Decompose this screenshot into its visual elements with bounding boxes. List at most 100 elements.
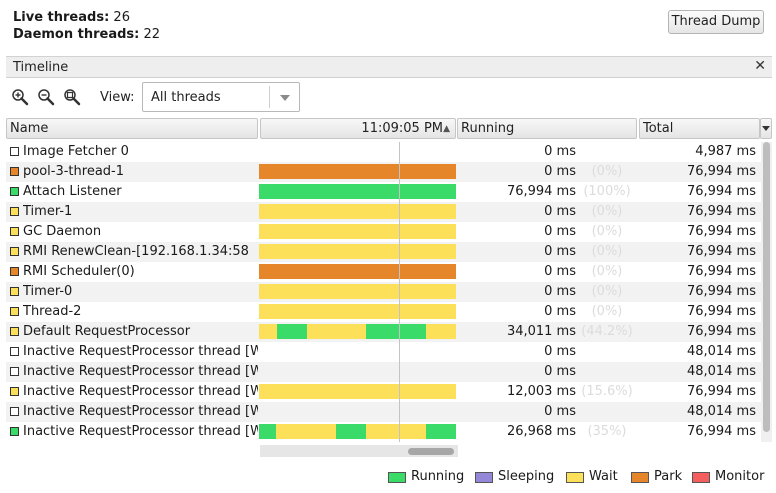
thread-total-time: 4,987 ms — [695, 144, 756, 159]
table-row[interactable]: Inactive RequestProcessor thread [Was: 12… — [6, 382, 762, 402]
timeline-segment-wait — [259, 304, 456, 319]
view-select-value: All threads — [151, 90, 221, 105]
thread-table: Image Fetcher 0 0 ms 4,987 ms pool-3-thread… — [6, 142, 762, 442]
thread-timeline-bar — [259, 204, 456, 219]
timeline-segment-wait — [259, 324, 277, 339]
daemon-threads-stat: Daemon threads: 22 — [13, 27, 160, 42]
timeline-segment-running — [259, 424, 276, 439]
timeline-segment-running — [366, 324, 426, 339]
thread-total-time: 76,994 ms — [686, 244, 756, 259]
thread-running-time: 0 ms — [544, 344, 576, 359]
close-icon[interactable]: ✕ — [754, 58, 766, 74]
table-row[interactable]: Inactive RequestProcessor thread [Was: 26… — [6, 422, 762, 442]
timeline-marker-line — [399, 142, 400, 442]
table-row[interactable]: pool-3-thread-1 0 ms (0%) 76,994 ms — [6, 162, 762, 182]
thread-dump-button[interactable]: Thread Dump — [668, 10, 764, 34]
timeline-segment-wait — [366, 424, 426, 439]
legend-label: Sleeping — [498, 469, 555, 484]
thread-running-percent: (0%) — [591, 284, 623, 299]
thread-name: Inactive RequestProcessor thread [Was: — [23, 404, 258, 419]
thread-timeline-bar — [259, 364, 456, 379]
thread-total-time: 76,994 ms — [686, 424, 756, 439]
thread-state-swatch — [10, 427, 19, 436]
thread-running-time: 0 ms — [544, 284, 576, 299]
thread-state-swatch — [10, 307, 19, 316]
legend-swatch — [692, 472, 710, 483]
thread-running-time: 0 ms — [544, 304, 576, 319]
thread-running-percent: (100%) — [583, 184, 631, 199]
vertical-scrollbar[interactable] — [761, 142, 772, 442]
table-row[interactable]: Inactive RequestProcessor thread [Was: 0 … — [6, 362, 762, 382]
view-select[interactable]: All threads — [142, 82, 300, 112]
sort-ascending-icon: ▲ — [443, 124, 450, 134]
thread-timeline-bar — [259, 244, 456, 259]
table-row[interactable]: Default RequestProcessor 34,011 ms (44.2%)… — [6, 322, 762, 342]
thread-timeline-bar — [259, 304, 456, 319]
thread-name: Thread-2 — [23, 304, 82, 319]
timeline-segment-wait — [426, 324, 456, 339]
column-header-name[interactable]: Name — [6, 118, 258, 139]
thread-name: Timer-1 — [23, 204, 73, 219]
column-menu-icon — [762, 126, 770, 131]
timeline-segment-running — [277, 324, 308, 339]
thread-name: pool-3-thread-1 — [23, 164, 124, 179]
column-header-running[interactable]: Running — [457, 118, 637, 139]
vertical-scrollbar-thumb[interactable] — [763, 142, 770, 432]
timeline-title: Timeline — [13, 60, 69, 75]
thread-timeline-bar — [259, 344, 456, 359]
legend-swatch — [475, 472, 493, 483]
timeline-horizontal-scrollbar[interactable] — [260, 445, 458, 457]
thread-total-time: 76,994 ms — [686, 224, 756, 239]
table-row[interactable]: RMI Scheduler(0) 0 ms (0%) 76,994 ms — [6, 262, 762, 282]
thread-running-time: 0 ms — [544, 144, 576, 159]
thread-total-time: 76,994 ms — [686, 164, 756, 179]
table-row[interactable]: Image Fetcher 0 0 ms 4,987 ms — [6, 142, 762, 162]
table-row[interactable]: Thread-2 0 ms (0%) 76,994 ms — [6, 302, 762, 322]
thread-name: Inactive RequestProcessor thread [Was: — [23, 384, 258, 399]
thread-running-percent: (0%) — [591, 304, 623, 319]
timeline-segment-running — [426, 424, 456, 439]
daemon-threads-label: Daemon threads: — [13, 27, 140, 42]
chevron-down-icon[interactable] — [280, 95, 290, 101]
table-row[interactable]: Attach Listener 76,994 ms (100%) 76,994 ms — [6, 182, 762, 202]
table-row[interactable]: Inactive RequestProcessor thread [Was: 0 … — [6, 342, 762, 362]
column-menu-button[interactable] — [760, 118, 772, 139]
thread-name: Inactive RequestProcessor thread [Was: — [23, 424, 258, 439]
column-header-total-label: Total — [643, 121, 674, 136]
thread-state-swatch — [10, 147, 19, 156]
thread-running-time: 34,011 ms — [506, 324, 576, 339]
table-row[interactable]: Timer-1 0 ms (0%) 76,994 ms — [6, 202, 762, 222]
thread-running-percent: (0%) — [591, 244, 623, 259]
timeline-segment-wait — [259, 224, 456, 239]
thread-timeline-bar — [259, 184, 456, 199]
thread-state-swatch — [10, 327, 19, 336]
timeline-segment-wait — [259, 204, 456, 219]
thread-state-swatch — [10, 407, 19, 416]
column-header-name-label: Name — [10, 121, 49, 136]
thread-running-time: 76,994 ms — [506, 184, 576, 199]
zoom-out-icon[interactable] — [37, 88, 55, 106]
table-row[interactable]: GC Daemon 0 ms (0%) 76,994 ms — [6, 222, 762, 242]
view-select-divider — [269, 86, 270, 108]
timeline-segment-wait — [259, 284, 456, 299]
table-row[interactable]: RMI RenewClean-[192.168.1.34:58 0 ms (0%) 7… — [6, 242, 762, 262]
thread-name: Timer-0 — [23, 284, 73, 299]
thread-total-time: 76,994 ms — [686, 184, 756, 199]
thread-total-time: 48,014 ms — [686, 364, 756, 379]
live-threads-label: Live threads: — [13, 10, 110, 25]
table-row[interactable]: Timer-0 0 ms (0%) 76,994 ms — [6, 282, 762, 302]
thread-total-time: 76,994 ms — [686, 264, 756, 279]
zoom-in-icon[interactable] — [11, 88, 29, 106]
timeline-segment-park — [259, 164, 456, 179]
thread-name: GC Daemon — [23, 224, 102, 239]
timeline-segment-wait — [259, 244, 456, 259]
zoom-fit-icon[interactable] — [63, 88, 81, 106]
thread-running-percent: (0%) — [591, 164, 623, 179]
column-header-timeline[interactable]: 11:09:05 PM ▲ — [260, 118, 456, 139]
thread-total-time: 76,994 ms — [686, 204, 756, 219]
table-row[interactable]: Inactive RequestProcessor thread [Was: 0 … — [6, 402, 762, 422]
timeline-segment-park — [259, 264, 456, 279]
column-header-total[interactable]: Total — [639, 118, 760, 139]
horizontal-scrollbar-thumb[interactable] — [408, 448, 454, 455]
thread-running-time: 0 ms — [544, 244, 576, 259]
